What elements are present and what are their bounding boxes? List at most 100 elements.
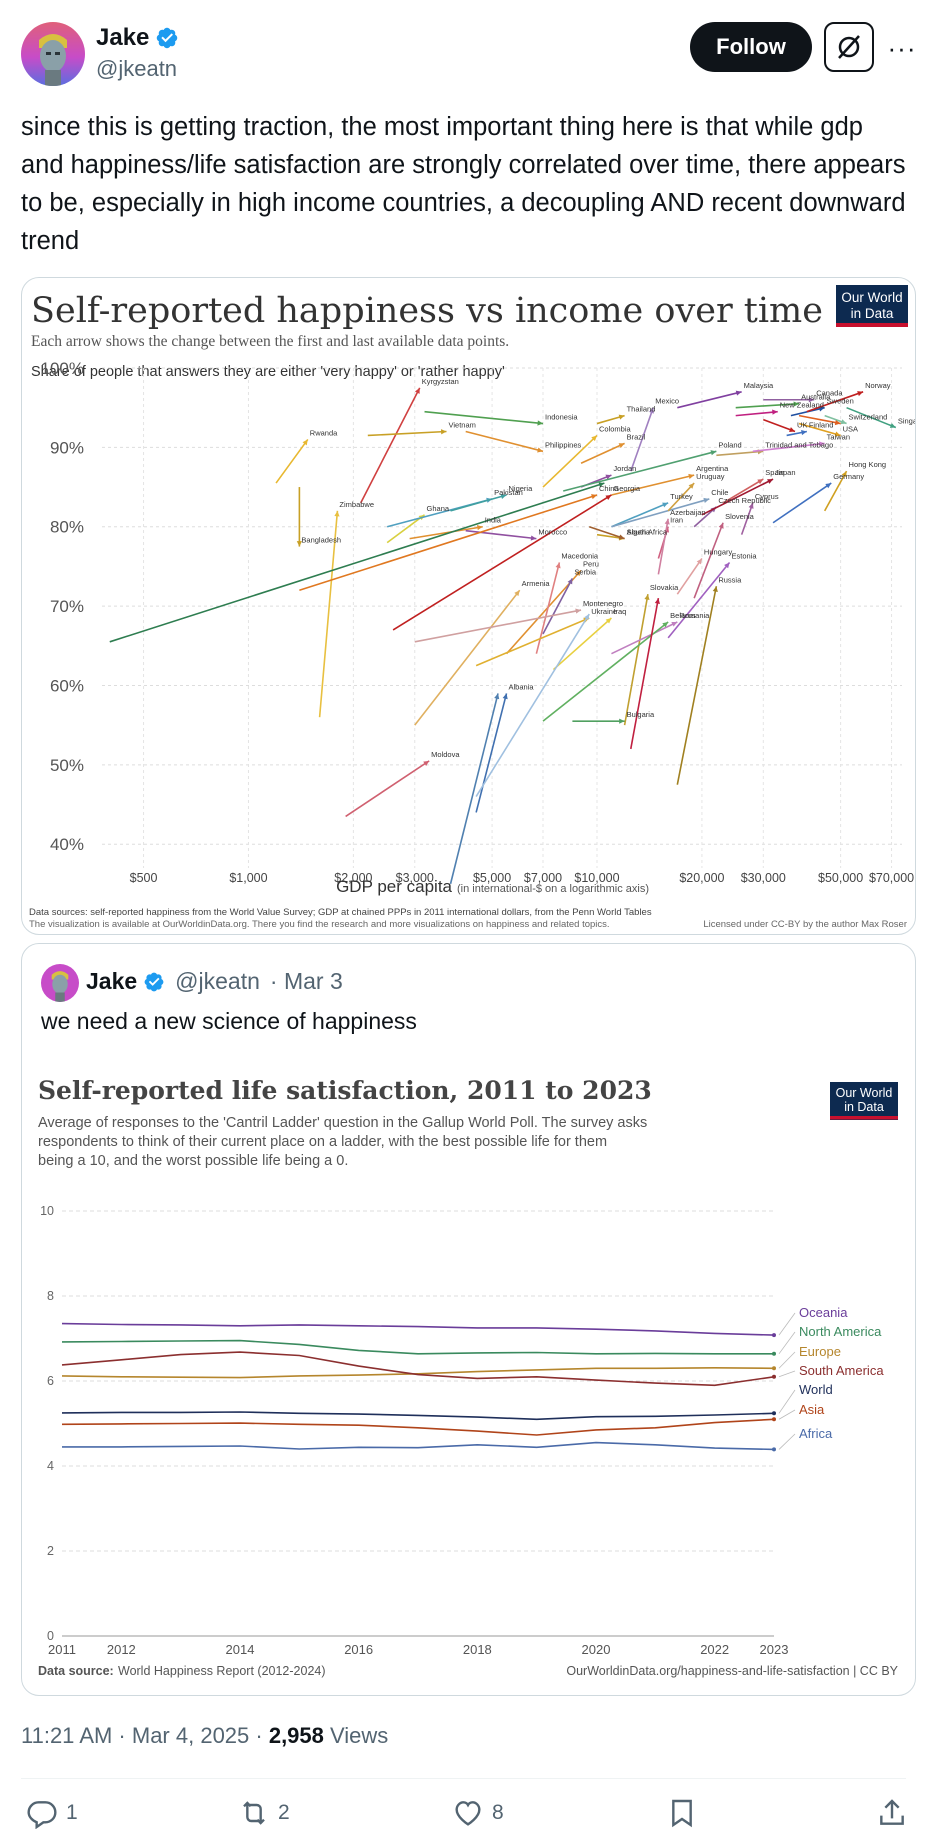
- chart1-country-label: Iraq: [613, 607, 626, 616]
- author-handle[interactable]: @jkeatn: [96, 56, 178, 81]
- chart2-legend-label: World: [799, 1382, 833, 1397]
- chart1-arrow: [740, 502, 754, 535]
- chart1-country-label: China: [599, 484, 619, 493]
- chart1-x-tick-label: $500: [130, 871, 158, 885]
- chart-life-satisfaction: Self-reported life satisfaction, 2011 to…: [22, 1054, 915, 1695]
- chart1-country-label: USA: [843, 424, 858, 433]
- bookmark-icon: [672, 1799, 692, 1828]
- share-button[interactable]: [876, 1790, 908, 1836]
- chart1-xlabel-note: (in international-$ on a logarithmic axi…: [457, 883, 649, 895]
- author-avatar[interactable]: [21, 22, 85, 86]
- chart1-country-label: Norway: [865, 381, 891, 390]
- chart1-arrow: [806, 391, 864, 413]
- chart2-subtitle: Average of responses to the 'Cantril Lad…: [38, 1115, 647, 1169]
- chart1-arrow: [475, 613, 590, 797]
- chart1-arrow: [630, 407, 655, 472]
- chart1-country-label: Romania: [679, 611, 710, 620]
- retweet-button[interactable]: 2: [238, 1790, 290, 1836]
- chart1-country-label: South Africa: [627, 528, 668, 537]
- follow-button[interactable]: Follow: [690, 22, 812, 72]
- chart1-arrow: [275, 438, 309, 484]
- chart1-arrow: [798, 422, 841, 437]
- chart1-arrow: [109, 482, 605, 643]
- chart2-subtitle-line: respondents to think of their current pl…: [38, 1134, 607, 1150]
- chart2-series-line: [61, 1366, 775, 1379]
- chart1-country-label: Germany: [833, 472, 864, 481]
- like-button[interactable]: 8: [452, 1790, 504, 1836]
- quoted-tweet[interactable]: Jake @jkeatn · Mar 3 we need a new scien…: [21, 943, 916, 1696]
- chart1-arrow: [735, 409, 778, 417]
- chart1-country-label: Poland: [718, 440, 741, 449]
- tweet-timestamp[interactable]: 11:21 AM · Mar 4, 2025 ·: [21, 1723, 269, 1748]
- chart1-x-tick-label: $1,000: [229, 871, 267, 885]
- chart1-arrow: [735, 401, 800, 409]
- chart2-lines: [61, 1322, 776, 1452]
- chart1-arrow: [409, 525, 483, 540]
- chart1-country-label: Ghana: [427, 504, 450, 513]
- chart2-series-end-point: [772, 1447, 776, 1452]
- chart2-series-line: [61, 1351, 775, 1387]
- chart1-y-tick-label: 80%: [50, 518, 84, 537]
- chart1-x-tick-label: $30,000: [741, 871, 786, 885]
- chart1-country-label: Thailand: [627, 405, 656, 414]
- chart1-y-tick-label: 90%: [50, 438, 84, 457]
- chart1-arrow: [588, 525, 625, 540]
- quote-avatar-image: [41, 964, 79, 1002]
- chart1-country-label: Bangladesh: [301, 536, 341, 545]
- chart2-series-end-point: [772, 1366, 776, 1371]
- chart1-country-labels: Kyrgyzstan Indonesia Rwanda Vietnam Philippi…: [301, 377, 916, 759]
- chart1-arrow: [611, 502, 669, 528]
- chart2-legend-label: Europe: [799, 1344, 841, 1359]
- chart2-series-line: [61, 1418, 775, 1436]
- chart1-x-tick-label: $5,000: [473, 871, 511, 885]
- tweet-header: Jake @jkeatn Follow ···: [0, 0, 925, 100]
- chart1-y-tick-label: 70%: [50, 597, 84, 616]
- more-icon[interactable]: ···: [887, 32, 917, 63]
- chart2-credit: OurWorldinData.org/happiness-and-life-sa…: [566, 1664, 898, 1678]
- avatar-image: [21, 22, 85, 86]
- chart2-legend-leader: [778, 1433, 796, 1450]
- views-label: Views: [323, 1723, 389, 1748]
- chart1-arrow: [542, 621, 669, 722]
- chart1-country-label: Mexico: [655, 397, 679, 406]
- chart1-arrow: [596, 414, 625, 425]
- chart2-legend-label: Asia: [799, 1402, 825, 1417]
- chart1-country-label: Turkey: [670, 492, 693, 501]
- grok-button[interactable]: [824, 22, 874, 72]
- chart1-arrow: [572, 718, 625, 724]
- reply-icon: [27, 1801, 57, 1829]
- like-icon: [455, 1801, 481, 1826]
- chart1-arrow: [677, 390, 742, 409]
- chart2-legend: Oceania North America Europe South America W…: [778, 1305, 884, 1450]
- chart1-arrow: [611, 497, 710, 528]
- chart2-x-axis: 2011 2012 2014 2016 2018 2020 2022 2023: [48, 1642, 788, 1657]
- chart2-legend-label: Africa: [799, 1426, 833, 1441]
- chart2-legend-leader: [778, 1409, 796, 1420]
- chart1-arrows: [109, 387, 897, 885]
- reply-button[interactable]: 1: [26, 1790, 78, 1836]
- chart1-country-label: India: [485, 516, 502, 525]
- chart2-series-end-point: [772, 1351, 776, 1356]
- chart1-country-label: Singapore: [898, 417, 916, 426]
- chart1-x-tick-label: $50,000: [818, 871, 863, 885]
- chart1-arrow: [824, 414, 847, 425]
- author-name[interactable]: Jake: [96, 24, 150, 51]
- chart1-arrow: [667, 482, 695, 512]
- chart1-x-tick-label: $20,000: [679, 871, 724, 885]
- chart2-legend-leader: [778, 1389, 796, 1414]
- share-icon: [880, 1799, 904, 1825]
- chart1-country-label: Sweden: [827, 397, 854, 406]
- chart-happiness-vs-income[interactable]: Self-reported happiness vs income over t…: [21, 277, 916, 935]
- chart2-x-tick-label: 2023: [760, 1642, 789, 1657]
- chart1-license: Licensed under CC-BY by the author Max R…: [703, 919, 907, 930]
- happiness-income-svg: Self-reported happiness vs income over t…: [29, 285, 916, 930]
- chart1-arrow: [676, 586, 718, 785]
- chart2-legend-leader: [778, 1331, 796, 1355]
- bookmark-button[interactable]: [666, 1790, 698, 1836]
- chart2-grid: 0 2 4 6 8 10: [40, 1204, 774, 1643]
- chart1-country-label: Macedonia: [561, 551, 599, 560]
- chart1-arrow: [414, 608, 582, 643]
- chart1-country-label: Vietnam: [449, 420, 476, 429]
- chart1-logo: Our World in Data: [836, 285, 908, 327]
- chart1-country-label: Australia: [801, 393, 831, 402]
